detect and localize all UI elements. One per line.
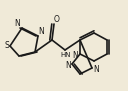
- Text: S: S: [5, 41, 9, 51]
- Text: N: N: [72, 52, 78, 61]
- Text: N: N: [14, 18, 20, 27]
- Text: N: N: [65, 61, 71, 70]
- Text: N: N: [93, 65, 99, 74]
- Text: HN: HN: [61, 52, 71, 58]
- Text: N: N: [38, 27, 44, 36]
- Text: O: O: [54, 14, 60, 23]
